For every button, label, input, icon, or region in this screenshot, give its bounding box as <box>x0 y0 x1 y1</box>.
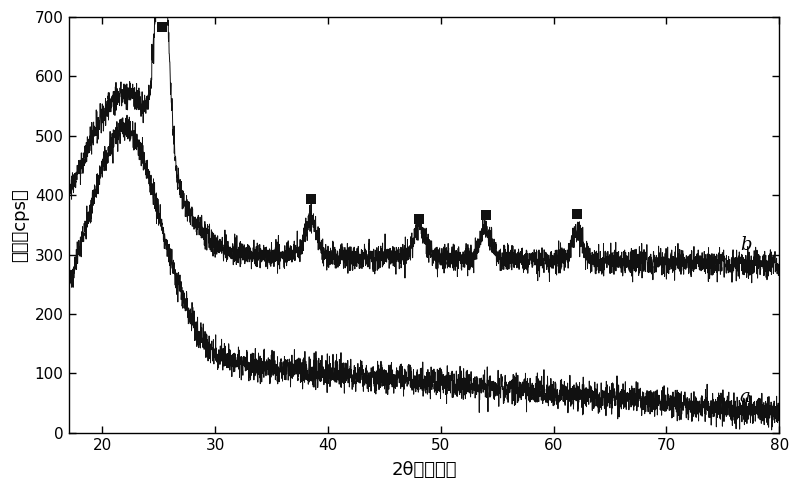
Text: b: b <box>740 236 751 254</box>
Y-axis label: 强度（cps）: 强度（cps） <box>11 188 29 262</box>
Text: a: a <box>740 388 750 406</box>
X-axis label: 2θ（弧度）: 2θ（弧度） <box>391 461 457 479</box>
